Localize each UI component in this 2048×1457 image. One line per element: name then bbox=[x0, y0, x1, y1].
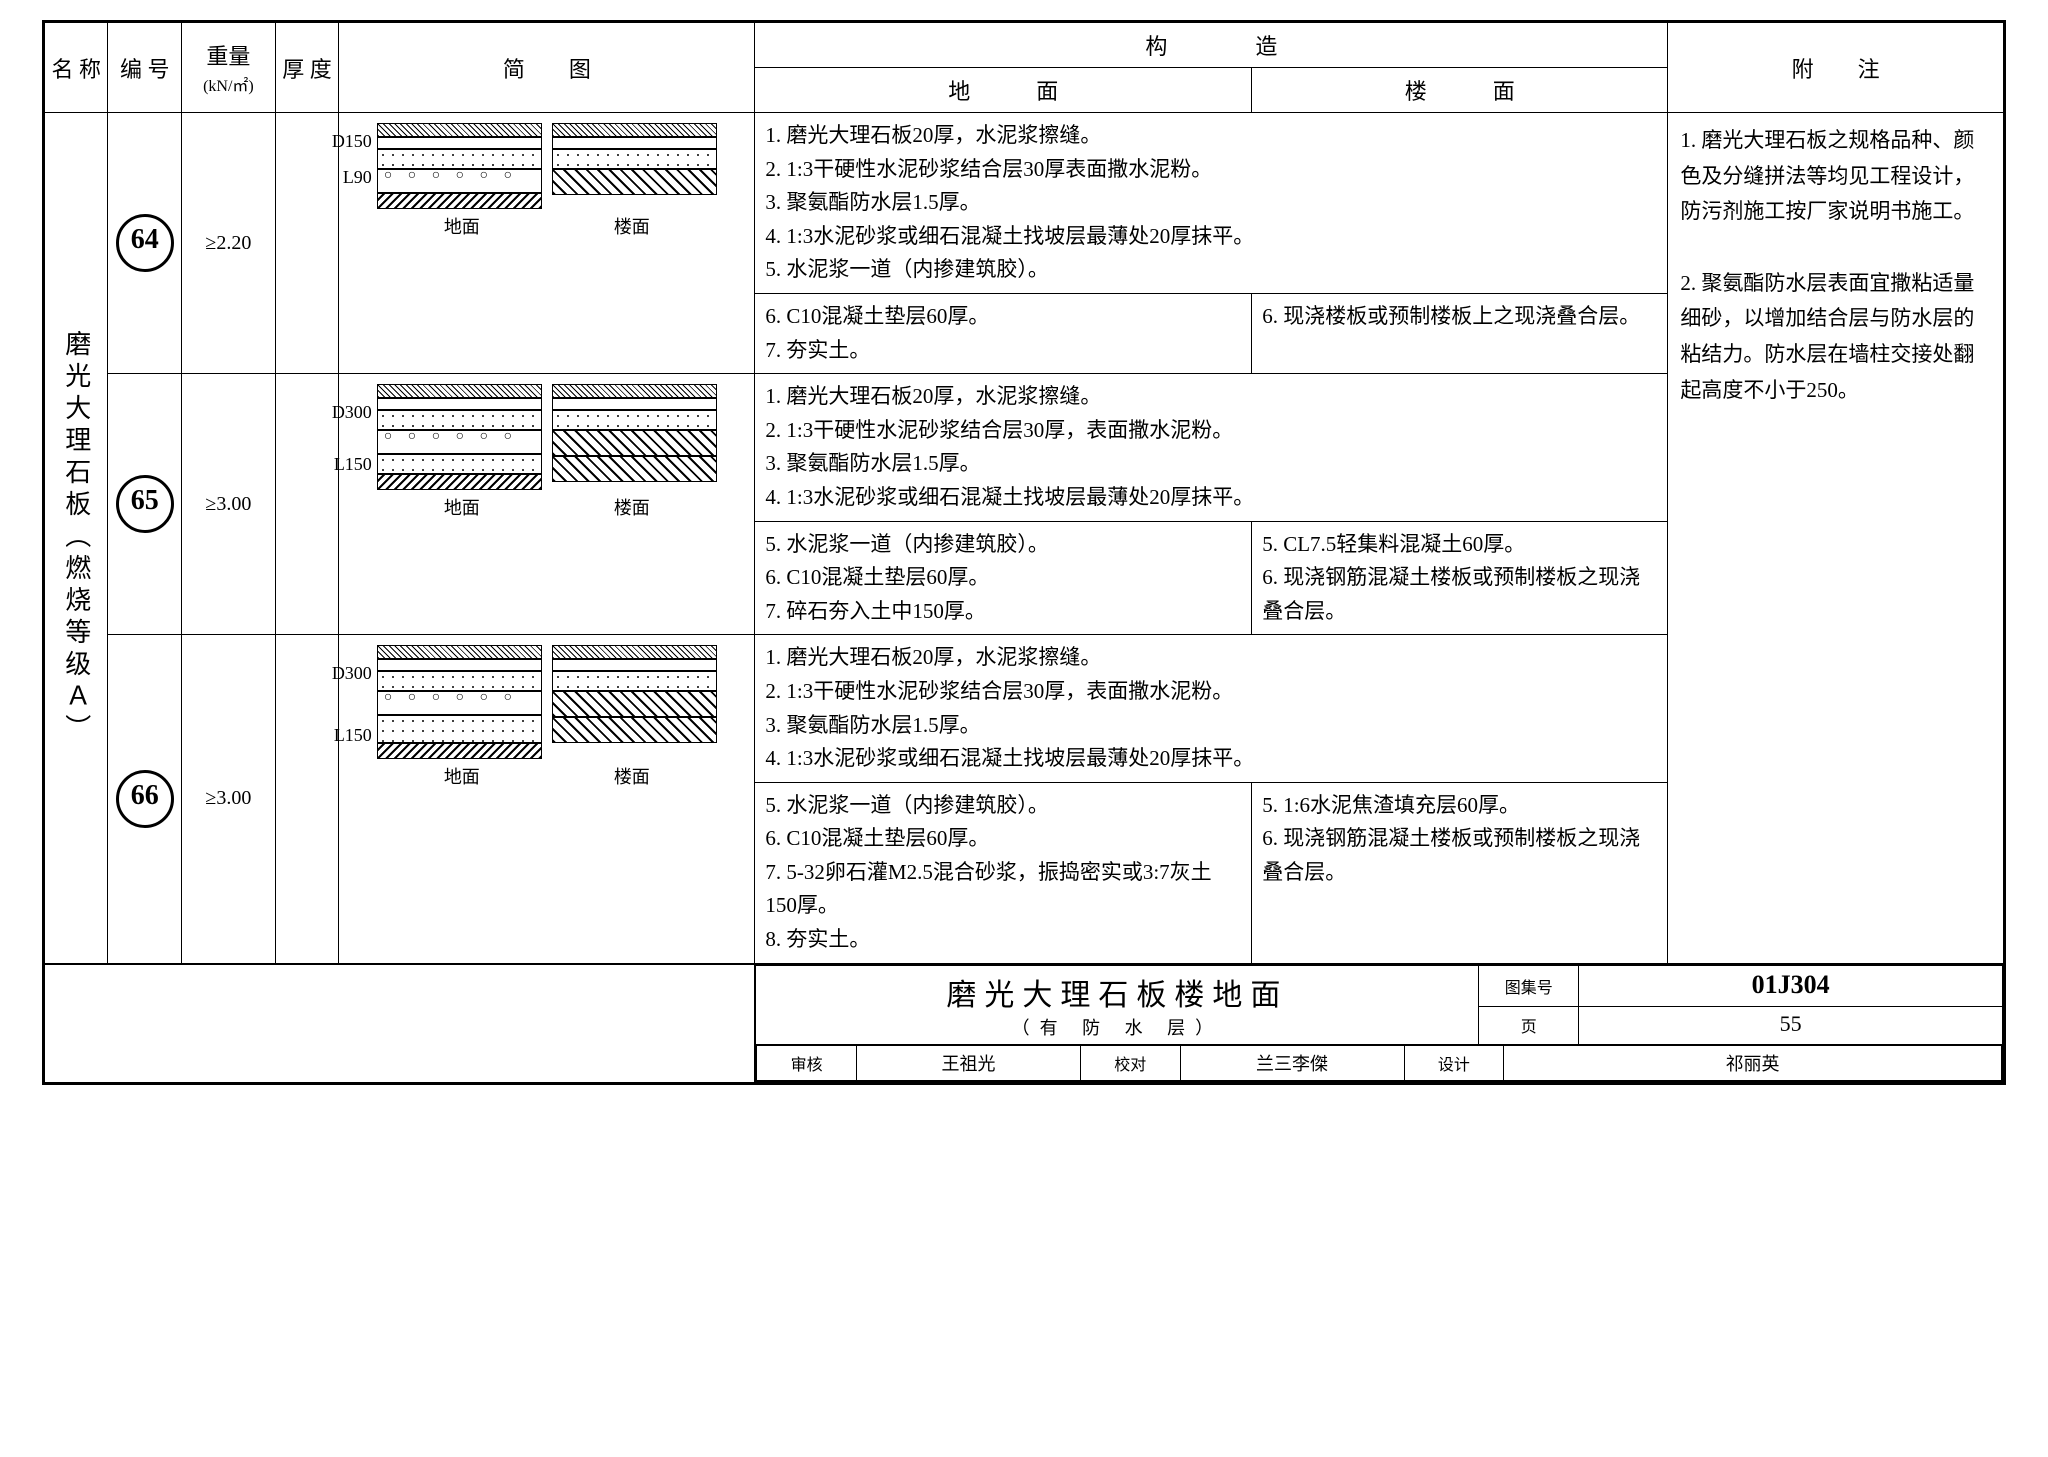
design-v: 祁丽英 bbox=[1504, 1045, 2002, 1080]
footer-title: 磨光大理石板楼地面 bbox=[760, 970, 1474, 1014]
signoff-row: 审核 王祖光 校对 兰三李傑 设计 祁丽英 bbox=[756, 1044, 2003, 1081]
g66-3: 8. 夯实土。 bbox=[765, 923, 1241, 957]
note-2: 2. 聚氨酯防水层表面宜撒粘适量细砂，以增加结合层与防水层的粘结力。防水层在墙柱… bbox=[1680, 266, 1991, 409]
weight-66: ≥3.00 bbox=[182, 635, 276, 964]
code-64: 64 bbox=[108, 113, 182, 374]
f66-1: 6. 现浇钢筋混凝土楼板或预制楼板之现浇叠合层。 bbox=[1262, 822, 1657, 889]
cap-g-65: 地面 bbox=[444, 494, 480, 520]
diagram-66: D300 L150 地面楼面 bbox=[339, 635, 755, 964]
footer-blank bbox=[45, 964, 755, 1083]
hdr-construction: 构 造 bbox=[755, 23, 1668, 68]
design-l: 设计 bbox=[1404, 1045, 1504, 1080]
check-v: 兰三李傑 bbox=[1180, 1045, 1404, 1080]
f64-0: 6. 现浇楼板或预制楼板上之现浇叠合层。 bbox=[1262, 300, 1657, 334]
f66-0: 5. 1:6水泥焦渣填充层60厚。 bbox=[1262, 789, 1657, 823]
g66-2: 7. 5-32卵石灌M2.5混合砂浆，振捣密实或3:7灰土150厚。 bbox=[765, 856, 1241, 923]
review-v: 王祖光 bbox=[856, 1045, 1080, 1080]
dim-65-d1: D300 bbox=[317, 402, 372, 423]
g65-2: 7. 碎石夯入土中150厚。 bbox=[765, 595, 1241, 629]
c64-3: 4. 1:3水泥砂浆或细石混凝土找坡层最薄处20厚抹平。 bbox=[765, 220, 1657, 254]
cap-g-66: 地面 bbox=[444, 763, 480, 789]
hdr-weight: 重量 (kN/㎡) bbox=[182, 23, 276, 113]
hdr-ground: 地 面 bbox=[755, 68, 1252, 113]
c64-0: 1. 磨光大理石板20厚，水泥浆擦缝。 bbox=[765, 119, 1657, 153]
diagram-64: D150 L90 地面楼面 bbox=[339, 113, 755, 374]
ground-65: 5. 水泥浆一道（内掺建筑胶）。 6. C10混凝土垫层60厚。 7. 碎石夯入… bbox=[755, 521, 1252, 635]
check-l: 校对 bbox=[1080, 1045, 1180, 1080]
dim-66-d1: D300 bbox=[317, 663, 372, 684]
code-65: 65 bbox=[108, 374, 182, 635]
header-row-1: 名 称 编 号 重量 (kN/㎡) 厚 度 简 图 构 造 附 注 bbox=[45, 23, 2004, 68]
hdr-name: 名 称 bbox=[45, 23, 108, 113]
atlas-label: 图集号 bbox=[1479, 965, 1579, 1007]
footer-row: 磨光大理石板楼地面 （有 防 水 层） 图集号 01J304 页 55 审核 bbox=[45, 964, 2004, 1083]
hdr-thickness: 厚 度 bbox=[275, 23, 338, 113]
weight-65: ≥3.00 bbox=[182, 374, 276, 635]
hdr-weight-text: 重量 bbox=[206, 44, 250, 69]
dim-65-d2: L150 bbox=[317, 454, 372, 475]
hdr-weight-unit: (kN/㎡) bbox=[203, 78, 254, 95]
hdr-notes: 附 注 bbox=[1668, 23, 2004, 113]
code-65-num: 65 bbox=[116, 475, 174, 533]
ground-66: 5. 水泥浆一道（内掺建筑胶）。 6. C10混凝土垫层60厚。 7. 5-32… bbox=[755, 782, 1252, 963]
diagram-65: D300 L150 地面楼面 bbox=[339, 374, 755, 635]
common-65: 1. 磨光大理石板20厚，水泥浆擦缝。 2. 1:3干硬性水泥砂浆结合层30厚，… bbox=[755, 374, 1668, 521]
c65-2: 3. 聚氨酯防水层1.5厚。 bbox=[765, 447, 1657, 481]
review-l: 审核 bbox=[757, 1045, 857, 1080]
c64-4: 5. 水泥浆一道（内掺建筑胶）。 bbox=[765, 253, 1657, 287]
weight-64: ≥2.20 bbox=[182, 113, 276, 374]
code-66-num: 66 bbox=[116, 770, 174, 828]
footer-subtitle: （有 防 水 层） bbox=[760, 1014, 1474, 1040]
cap-g-64: 地面 bbox=[444, 213, 480, 239]
g66-0: 5. 水泥浆一道（内掺建筑胶）。 bbox=[765, 789, 1241, 823]
row-64-top: 磨光大理石板（燃烧等级Ａ） 64 ≥2.20 D150 L90 地面楼面 1. bbox=[45, 113, 2004, 294]
floor-65: 5. CL7.5轻集料混凝土60厚。 6. 现浇钢筋混凝土楼板或预制楼板之现浇叠… bbox=[1252, 521, 1668, 635]
g65-1: 6. C10混凝土垫层60厚。 bbox=[765, 561, 1241, 595]
f65-0: 5. CL7.5轻集料混凝土60厚。 bbox=[1262, 528, 1657, 562]
code-64-num: 64 bbox=[116, 214, 174, 272]
cap-f-66: 楼面 bbox=[614, 763, 650, 789]
g65-0: 5. 水泥浆一道（内掺建筑胶）。 bbox=[765, 528, 1241, 562]
drawing-sheet: 名 称 编 号 重量 (kN/㎡) 厚 度 简 图 构 造 附 注 地 面 楼 … bbox=[42, 20, 2006, 1085]
page-value: 55 bbox=[1579, 1007, 2003, 1044]
c65-1: 2. 1:3干硬性水泥砂浆结合层30厚，表面撒水泥粉。 bbox=[765, 414, 1657, 448]
c64-1: 2. 1:3干硬性水泥砂浆结合层30厚表面撒水泥粉。 bbox=[765, 153, 1657, 187]
floor-64: 6. 现浇楼板或预制楼板上之现浇叠合层。 bbox=[1252, 293, 1668, 373]
common-66: 1. 磨光大理石板20厚，水泥浆擦缝。 2. 1:3干硬性水泥砂浆结合层30厚，… bbox=[755, 635, 1668, 782]
c65-0: 1. 磨光大理石板20厚，水泥浆擦缝。 bbox=[765, 380, 1657, 414]
ground-64: 6. C10混凝土垫层60厚。 7. 夯实土。 bbox=[755, 293, 1252, 373]
dim-66-d2: L150 bbox=[317, 725, 372, 746]
c66-0: 1. 磨光大理石板20厚，水泥浆擦缝。 bbox=[765, 641, 1657, 675]
c66-3: 4. 1:3水泥砂浆或细石混凝土找坡层最薄处20厚抹平。 bbox=[765, 742, 1657, 776]
category-name: 磨光大理石板（燃烧等级Ａ） bbox=[45, 113, 108, 964]
c66-1: 2. 1:3干硬性水泥砂浆结合层30厚，表面撒水泥粉。 bbox=[765, 675, 1657, 709]
atlas-value: 01J304 bbox=[1579, 965, 2003, 1007]
main-table: 名 称 编 号 重量 (kN/㎡) 厚 度 简 图 构 造 附 注 地 面 楼 … bbox=[44, 22, 2004, 1083]
hdr-diagram: 简 图 bbox=[339, 23, 755, 113]
code-66: 66 bbox=[108, 635, 182, 964]
dim-64-d1: D150 bbox=[317, 131, 372, 152]
f65-1: 6. 现浇钢筋混凝土楼板或预制楼板之现浇叠合层。 bbox=[1262, 561, 1657, 628]
page-label: 页 bbox=[1479, 1007, 1579, 1044]
dim-64-d2: L90 bbox=[317, 167, 372, 188]
c64-2: 3. 聚氨酯防水层1.5厚。 bbox=[765, 186, 1657, 220]
footer-title-cell: 磨光大理石板楼地面 （有 防 水 层） bbox=[756, 965, 1479, 1044]
floor-66: 5. 1:6水泥焦渣填充层60厚。 6. 现浇钢筋混凝土楼板或预制楼板之现浇叠合… bbox=[1252, 782, 1668, 963]
g66-1: 6. C10混凝土垫层60厚。 bbox=[765, 822, 1241, 856]
g64-0: 6. C10混凝土垫层60厚。 bbox=[765, 300, 1241, 334]
c66-2: 3. 聚氨酯防水层1.5厚。 bbox=[765, 709, 1657, 743]
common-64: 1. 磨光大理石板20厚，水泥浆擦缝。 2. 1:3干硬性水泥砂浆结合层30厚表… bbox=[755, 113, 1668, 294]
hdr-code: 编 号 bbox=[108, 23, 182, 113]
note-1: 1. 磨光大理石板之规格品种、颜色及分缝拼法等均见工程设计，防污剂施工按厂家说明… bbox=[1680, 123, 1991, 230]
c65-3: 4. 1:3水泥砂浆或细石混凝土找坡层最薄处20厚抹平。 bbox=[765, 481, 1657, 515]
g64-1: 7. 夯实土。 bbox=[765, 334, 1241, 368]
cap-f-64: 楼面 bbox=[614, 213, 650, 239]
hdr-floor: 楼 面 bbox=[1252, 68, 1668, 113]
notes-cell: 1. 磨光大理石板之规格品种、颜色及分缝拼法等均见工程设计，防污剂施工按厂家说明… bbox=[1668, 113, 2004, 964]
footer-block: 磨光大理石板楼地面 （有 防 水 层） 图集号 01J304 页 55 审核 bbox=[755, 964, 2004, 1083]
cap-f-65: 楼面 bbox=[614, 494, 650, 520]
